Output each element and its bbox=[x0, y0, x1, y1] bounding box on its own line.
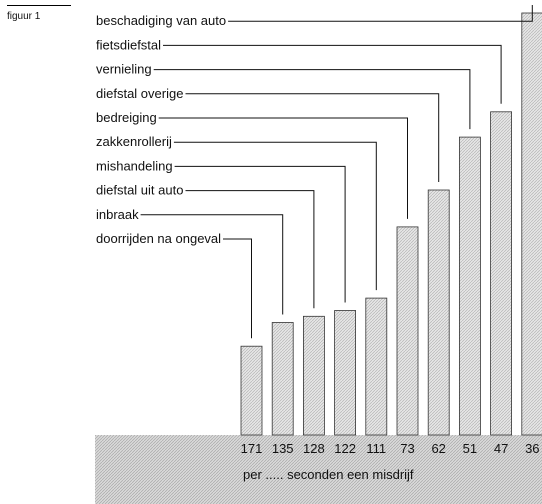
value-label: 135 bbox=[272, 441, 294, 456]
bar bbox=[334, 310, 357, 436]
bar bbox=[271, 322, 294, 436]
leader-line bbox=[140, 214, 284, 315]
category-label: fietsdiefstal bbox=[96, 37, 161, 52]
bar bbox=[490, 111, 513, 436]
figure-rule bbox=[7, 5, 71, 6]
bar bbox=[396, 226, 419, 436]
leader-line bbox=[153, 69, 471, 130]
bar bbox=[302, 315, 325, 436]
category-label: diefstal uit auto bbox=[96, 183, 183, 198]
value-label: 73 bbox=[400, 441, 414, 456]
leader-line bbox=[163, 44, 502, 104]
value-label: 51 bbox=[463, 441, 477, 456]
value-label: 36 bbox=[525, 441, 539, 456]
category-label: doorrijden na ongeval bbox=[96, 231, 221, 246]
bar bbox=[427, 189, 450, 436]
leader-line bbox=[228, 5, 533, 22]
category-label: vernieling bbox=[96, 62, 152, 77]
leader-line bbox=[173, 141, 377, 291]
bar bbox=[521, 12, 542, 436]
leader-line bbox=[223, 238, 252, 339]
value-label: 111 bbox=[366, 441, 386, 456]
leader-line bbox=[174, 165, 346, 303]
category-label: beschadiging van auto bbox=[96, 13, 226, 28]
category-label: diefstal overige bbox=[96, 86, 183, 101]
base-panel bbox=[95, 435, 542, 504]
figure-label: figuur 1 bbox=[7, 11, 41, 22]
value-label: 122 bbox=[334, 441, 356, 456]
bar bbox=[365, 297, 388, 436]
bar bbox=[458, 136, 481, 436]
leader-line bbox=[185, 93, 440, 182]
x-axis-label: per ..... seconden een misdrijf bbox=[243, 467, 414, 482]
value-labels: 171 135 128 122 111 73 62 51 47 36 bbox=[241, 441, 540, 456]
category-label: zakkenrollerij bbox=[96, 134, 172, 149]
leader-line bbox=[158, 117, 408, 219]
bar-columns bbox=[240, 12, 542, 436]
leader-lines bbox=[140, 5, 533, 339]
category-label: bedreiging bbox=[96, 110, 157, 125]
value-label: 128 bbox=[303, 441, 325, 456]
value-label: 171 bbox=[241, 441, 263, 456]
category-label: inbraak bbox=[96, 207, 139, 222]
value-label: 62 bbox=[431, 441, 445, 456]
category-labels: doorrijden na ongeval inbraak diefstal uit… bbox=[96, 13, 226, 246]
bar bbox=[240, 345, 263, 436]
category-label: mishandeling bbox=[96, 158, 173, 173]
value-label: 47 bbox=[494, 441, 508, 456]
leader-line bbox=[185, 190, 315, 309]
